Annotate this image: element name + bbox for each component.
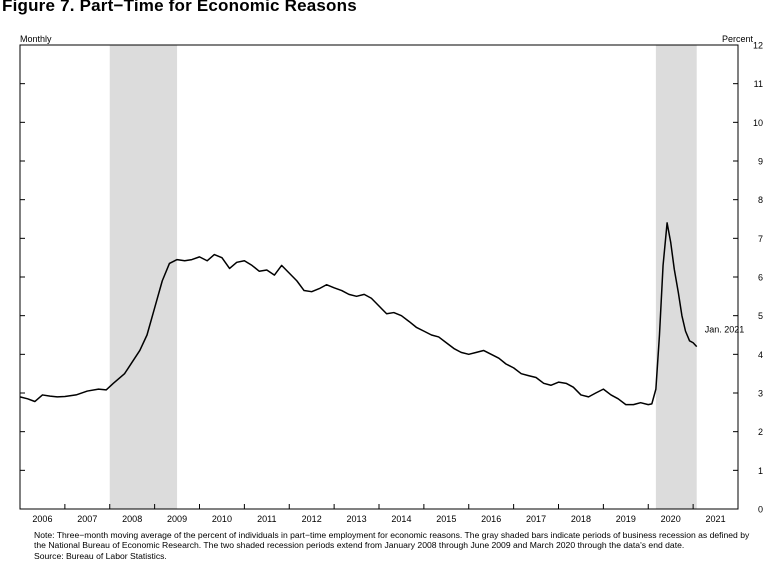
y-tick-label: 6 xyxy=(758,273,763,283)
x-tick-label: 2019 xyxy=(616,514,636,524)
latest-point-annotation: Jan. 2021 xyxy=(705,325,745,335)
y-axis-label: Percent xyxy=(722,34,754,44)
x-axis-ticks: 2006 2007 2008 2009 2010 2011 2012 2013 2014 2015… xyxy=(19,504,739,524)
x-tick-label: 2011 xyxy=(257,514,276,524)
x-tick-label: 2017 xyxy=(526,514,546,524)
note-text: Note: Three−month moving average of the … xyxy=(34,530,750,551)
recession-bands xyxy=(109,45,697,509)
y-tick-label: 12 xyxy=(753,41,763,51)
x-tick-label: 2015 xyxy=(436,514,456,524)
x-tick-label: 2010 xyxy=(212,514,232,524)
y-tick-label: 4 xyxy=(758,350,763,360)
y-tick-label: 3 xyxy=(758,389,763,399)
x-tick-label: 2006 xyxy=(32,514,52,524)
x-tick-label: 2020 xyxy=(661,514,681,524)
x-tick-label: 2018 xyxy=(571,514,591,524)
chart-note: Note: Three−month moving average of the … xyxy=(20,530,755,561)
y-tick-label: 5 xyxy=(758,311,763,321)
x-tick-label: 2016 xyxy=(481,514,501,524)
series-line xyxy=(19,222,698,406)
source-text: Source: Bureau of Labor Statistics. xyxy=(34,550,167,561)
x-tick-label: 2021 xyxy=(706,514,726,524)
y-tick-label: 0 xyxy=(758,505,763,515)
y-tick-label: 9 xyxy=(758,157,763,167)
y-tick-label: 8 xyxy=(758,195,763,205)
x-tick-label: 2008 xyxy=(122,514,142,524)
x-tick-label: 2009 xyxy=(167,514,187,524)
chart-title: Figure 7. Part−Time for Economic Reasons xyxy=(2,0,357,15)
frequency-label: Monthly xyxy=(20,34,52,44)
y-tick-label: 2 xyxy=(758,427,763,437)
recession-band-1 xyxy=(109,45,178,509)
y-tick-label: 1 xyxy=(758,466,763,476)
y-tick-label: 10 xyxy=(753,118,763,128)
y-tick-label: 11 xyxy=(754,79,763,89)
x-tick-label: 2014 xyxy=(391,514,411,524)
x-tick-label: 2007 xyxy=(77,514,97,524)
x-tick-label: 2013 xyxy=(347,514,367,524)
x-tick-label: 2012 xyxy=(302,514,322,524)
y-tick-label: 7 xyxy=(758,234,763,244)
